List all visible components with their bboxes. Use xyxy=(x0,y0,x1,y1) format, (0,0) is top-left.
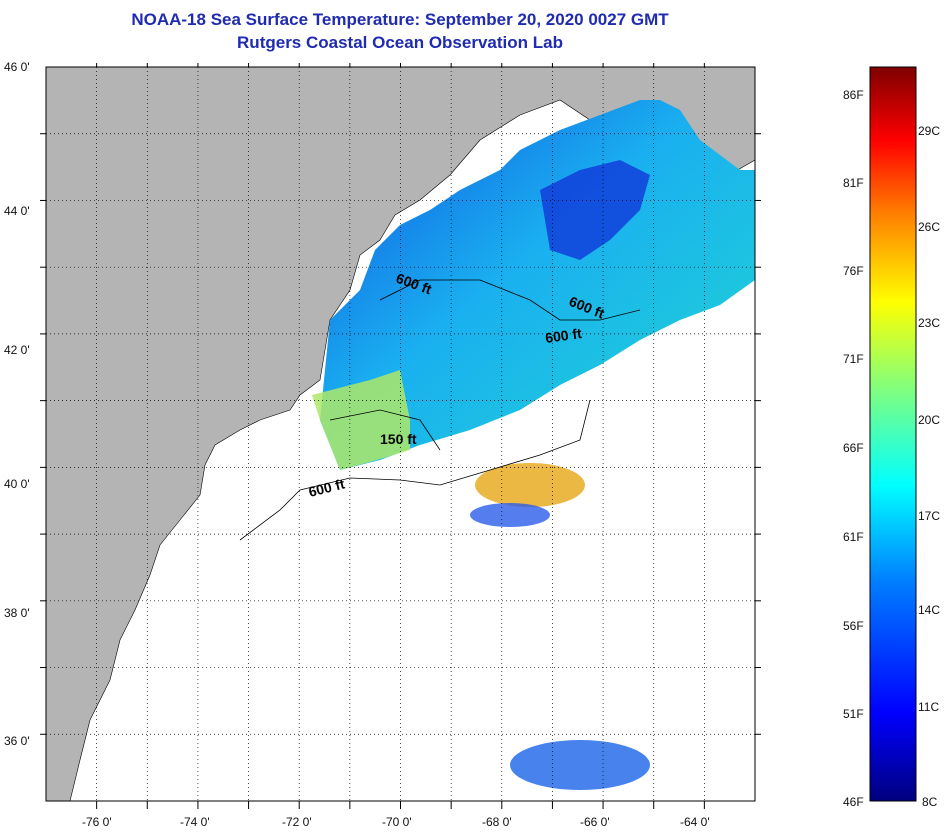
colorbar-c-label: 8C xyxy=(922,795,938,809)
map-title: NOAA-18 Sea Surface Temperature: Septemb… xyxy=(131,10,669,29)
axis-ticks xyxy=(40,63,761,809)
sst-warm-patch xyxy=(312,370,410,470)
colorbar xyxy=(869,66,917,802)
colorbar-c-label: 20C xyxy=(918,413,941,427)
lon-label: -76 0' xyxy=(82,815,112,829)
contour-label: 600 ft xyxy=(544,325,583,346)
lon-label: -72 0' xyxy=(282,815,312,829)
lat-label: 38 0' xyxy=(4,606,30,620)
colorbar-c-label: 17C xyxy=(918,509,941,523)
colorbar-c-label: 14C xyxy=(918,603,941,617)
map-subtitle: Rutgers Coastal Ocean Observation Lab xyxy=(237,33,563,52)
lat-label: 46 0' xyxy=(4,60,30,74)
colorbar-f-label: 56F xyxy=(843,619,864,633)
lat-label: 44 0' xyxy=(4,204,30,218)
colorbar-c-label: 29C xyxy=(918,124,941,138)
colorbar-c-label: 11C xyxy=(918,700,940,714)
lon-label: -74 0' xyxy=(180,815,210,829)
contour-150ft xyxy=(329,409,441,451)
colorbar-f-label: 66F xyxy=(843,441,864,455)
lat-label: 36 0' xyxy=(4,734,30,748)
contour-600ft xyxy=(239,399,591,541)
contour-label: 150 ft xyxy=(380,431,417,447)
colorbar-c-label: 23C xyxy=(918,316,941,330)
sst-eddy-blue xyxy=(470,503,550,527)
colorbar-c-label: 26C xyxy=(918,220,941,234)
colorbar-f-label: 81F xyxy=(843,176,864,190)
colorbar-f-label: 86F xyxy=(843,88,864,102)
sst-eddy-warm xyxy=(475,463,585,507)
sst-swath xyxy=(320,100,755,470)
lon-label: -70 0' xyxy=(382,815,412,829)
colorbar-f-label: 71F xyxy=(843,352,864,366)
colorbar-f-label: 46F xyxy=(843,795,864,809)
contour-600ft-gulf xyxy=(379,279,641,321)
lon-label: -66 0' xyxy=(580,815,610,829)
lat-label: 42 0' xyxy=(4,343,30,357)
colorbar-f-label: 51F xyxy=(843,707,864,721)
colorbar-f-label: 76F xyxy=(843,264,864,278)
lat-label: 40 0' xyxy=(4,477,30,491)
sst-patch-south xyxy=(510,740,650,790)
colorbar-f-label: 61F xyxy=(843,530,864,544)
sst-cold-core xyxy=(540,160,650,260)
lon-label: -68 0' xyxy=(482,815,512,829)
lon-label: -64 0' xyxy=(680,815,710,829)
